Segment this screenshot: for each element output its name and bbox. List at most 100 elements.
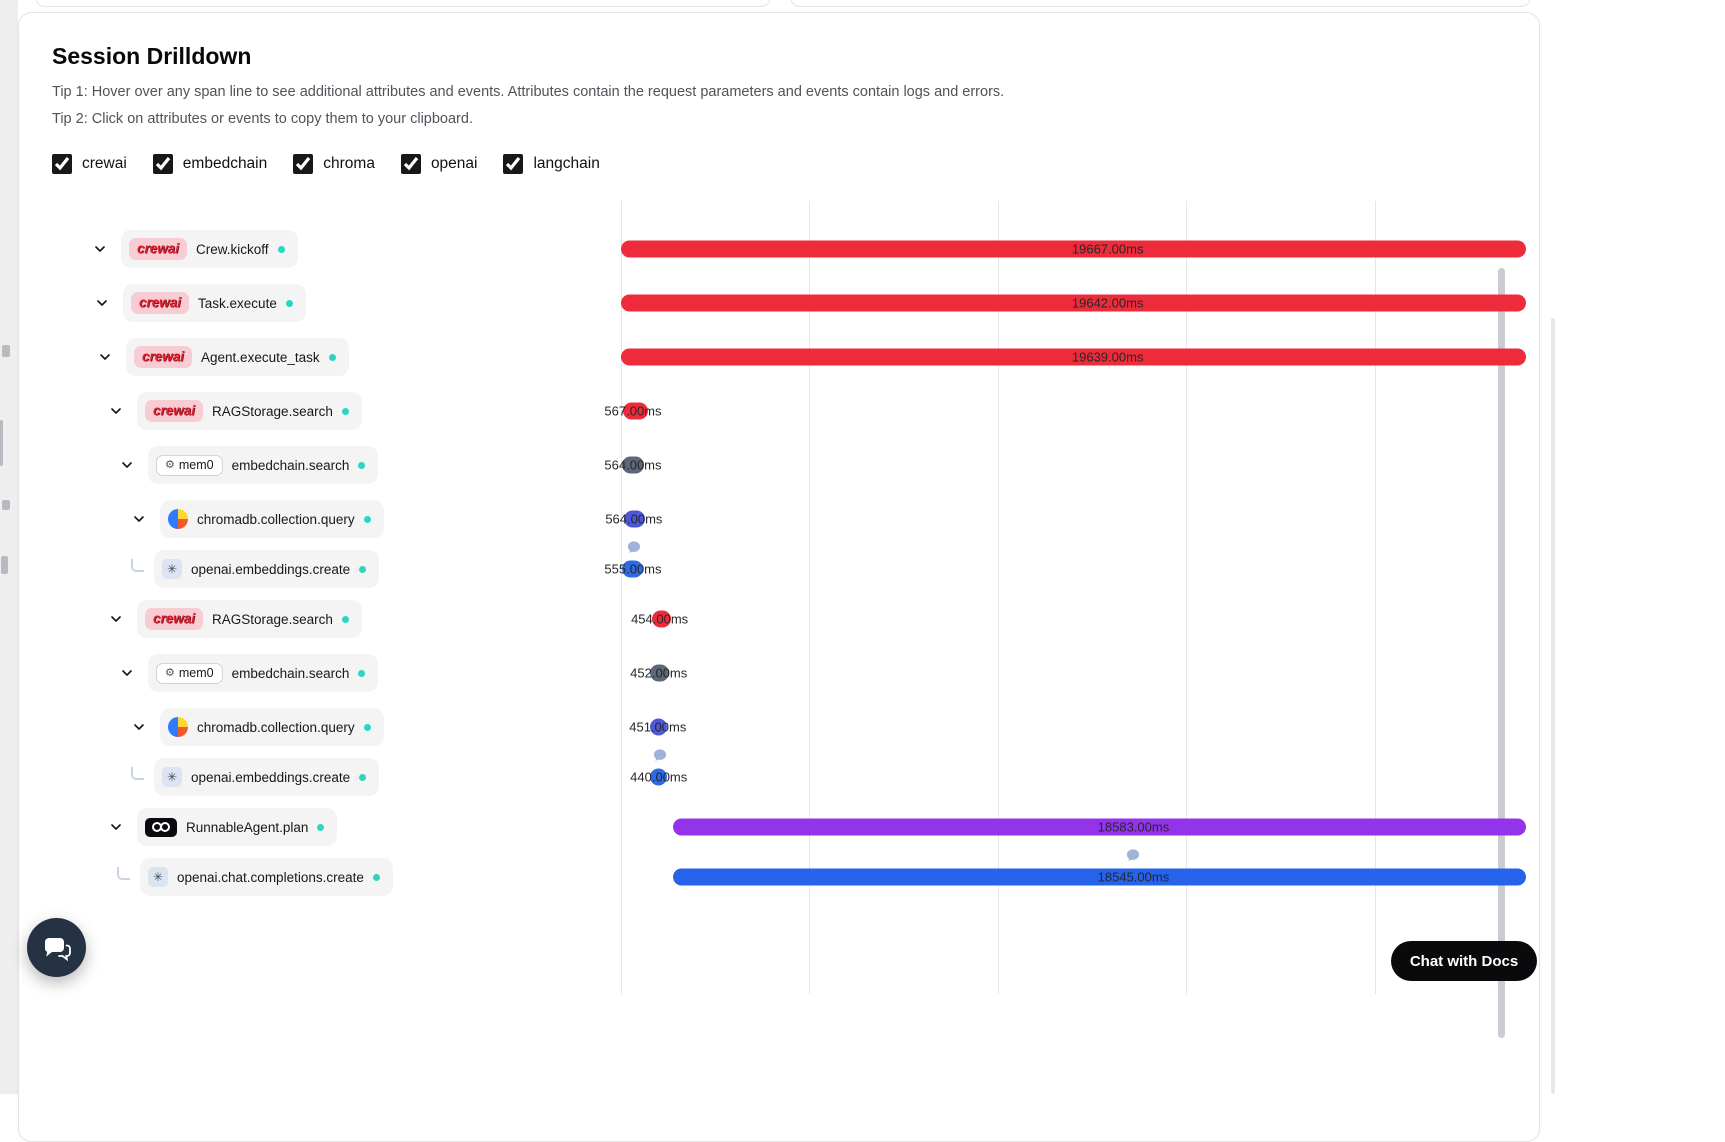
- span-bar[interactable]: [622, 402, 648, 420]
- duration-label: 564.00ms: [604, 457, 662, 473]
- timeline-cell: 451.00ms: [621, 700, 1541, 754]
- status-dot: [358, 669, 366, 677]
- chevron-down-icon[interactable]: [106, 609, 126, 629]
- tree-cell: chromadb.collection.query: [19, 708, 621, 746]
- chevron-down-icon[interactable]: [129, 717, 149, 737]
- span-pill[interactable]: crewai RAGStorage.search: [137, 392, 362, 430]
- trace-row: crewai Agent.execute_task 19639.00ms: [19, 330, 1541, 384]
- left-edge-artifact: [1, 556, 8, 574]
- timeline-cell: 18583.00ms: [621, 800, 1541, 854]
- span-pill[interactable]: ✳ openai.embeddings.create: [154, 550, 380, 588]
- span-bar[interactable]: [652, 610, 671, 628]
- span-pill[interactable]: ✳ openai.chat.completions.create: [140, 858, 393, 896]
- tree-cell: crewai RAGStorage.search: [19, 392, 621, 430]
- filter-crewai[interactable]: crewai: [52, 154, 127, 174]
- left-background-strip: [0, 0, 18, 1094]
- mem0-logo: ⚙ mem0: [156, 662, 223, 684]
- tree-connector: [117, 866, 130, 880]
- chevron-down-icon[interactable]: [106, 401, 126, 421]
- openai-logo: ✳: [148, 867, 168, 887]
- span-pill[interactable]: ⚙ mem0 embedchain.search: [148, 654, 379, 692]
- duration-label: 19642.00ms: [1071, 295, 1144, 311]
- event-bubble-icon[interactable]: [626, 540, 641, 555]
- status-dot: [341, 615, 349, 623]
- span-pill[interactable]: ⚙ mem0 embedchain.search: [148, 446, 379, 484]
- tip-2: Tip 2: Click on attributes or events to …: [52, 111, 473, 127]
- status-dot: [317, 823, 325, 831]
- trace-row: crewai RAGStorage.search 567.00ms: [19, 384, 1541, 438]
- chevron-down-icon[interactable]: [106, 817, 126, 837]
- status-dot: [359, 773, 367, 781]
- timeline-cell: 18545.00ms: [621, 849, 1541, 900]
- chevron-down-icon[interactable]: [92, 293, 112, 313]
- trace-rows: crewai Crew.kickoff 19667.00ms crewai Task.e…: [19, 222, 1541, 900]
- span-bar[interactable]: [623, 510, 645, 528]
- tip-1: Tip 1: Hover over any span line to see a…: [52, 84, 1005, 100]
- chat-with-docs-button[interactable]: Chat with Docs: [1391, 941, 1537, 981]
- span-bar[interactable]: [621, 240, 1527, 258]
- gear-icon: ⚙: [165, 459, 175, 471]
- duration-label: 451.00ms: [629, 719, 687, 735]
- span-pill[interactable]: ✳ openai.embeddings.create: [154, 758, 380, 796]
- filters: crewai embedchain chroma openai langchain: [52, 154, 600, 174]
- span-bar[interactable]: [621, 294, 1527, 312]
- crewai-logo: crewai: [134, 345, 193, 369]
- span-name: openai.embeddings.create: [191, 769, 351, 785]
- filter-openai[interactable]: openai: [400, 154, 478, 174]
- filter-langchain[interactable]: langchain: [503, 154, 600, 174]
- event-bubble-icon[interactable]: [652, 748, 667, 763]
- timeline-gridline: [1186, 201, 1187, 994]
- tree-cell: crewai Crew.kickoff: [19, 230, 621, 268]
- chevron-down-icon[interactable]: [129, 509, 149, 529]
- right-edge-scrollbar-track: [1551, 318, 1555, 1094]
- chroma-logo: [168, 509, 188, 529]
- span-bar[interactable]: [621, 348, 1527, 366]
- span-pill[interactable]: crewai Task.execute: [123, 284, 306, 322]
- crewai-logo: crewai: [131, 291, 190, 315]
- span-pill[interactable]: crewai RAGStorage.search: [137, 600, 362, 638]
- chevron-down-icon[interactable]: [95, 347, 115, 367]
- filter-checkbox-crewai[interactable]: [52, 154, 72, 174]
- chat-with-docs-label: Chat with Docs: [1409, 952, 1519, 970]
- span-name: openai.chat.completions.create: [177, 869, 364, 885]
- span-name: RunnableAgent.plan: [186, 819, 309, 835]
- chevron-down-icon[interactable]: [117, 663, 137, 683]
- filter-checkbox-embedchain[interactable]: [152, 154, 173, 174]
- mem0-logo: ⚙ mem0: [156, 454, 223, 476]
- filter-checkbox-openai[interactable]: [400, 154, 421, 174]
- span-pill[interactable]: crewai Crew.kickoff: [121, 230, 298, 268]
- span-bar[interactable]: [650, 664, 669, 682]
- filter-embedchain[interactable]: embedchain: [152, 154, 267, 174]
- vertical-scrollbar[interactable]: [1498, 268, 1505, 1038]
- span-pill[interactable]: RunnableAgent.plan: [137, 808, 338, 846]
- chevron-down-icon[interactable]: [117, 455, 137, 475]
- filter-checkbox-langchain[interactable]: [503, 154, 524, 174]
- status-dot: [359, 565, 367, 573]
- span-pill[interactable]: chromadb.collection.query: [160, 708, 384, 746]
- filter-label: openai: [430, 155, 478, 172]
- span-name: chromadb.collection.query: [197, 719, 355, 735]
- page-title: Session Drilldown: [52, 43, 252, 69]
- span-bar[interactable]: [650, 718, 667, 736]
- openai-logo: ✳: [162, 559, 182, 579]
- span-bar[interactable]: [621, 560, 644, 578]
- span-pill[interactable]: chromadb.collection.query: [160, 500, 384, 538]
- span-bar[interactable]: [672, 818, 1527, 836]
- chat-bubbles-icon: [41, 932, 73, 964]
- span-name: Crew.kickoff: [196, 241, 269, 257]
- timeline-cell: 19667.00ms: [621, 222, 1541, 276]
- event-bubble-icon[interactable]: [1126, 848, 1141, 863]
- span-bar[interactable]: [673, 868, 1527, 886]
- chat-widget-button[interactable]: [27, 918, 86, 977]
- span-bar[interactable]: [650, 768, 667, 786]
- span-bar[interactable]: [621, 456, 644, 474]
- chevron-down-icon[interactable]: [90, 239, 110, 259]
- duration-label: 18545.00ms: [1097, 869, 1170, 885]
- span-name: RAGStorage.search: [212, 403, 333, 419]
- openai-logo: ✳: [162, 767, 182, 787]
- span-pill[interactable]: crewai Agent.execute_task: [126, 338, 349, 376]
- filter-chroma[interactable]: chroma: [293, 154, 375, 174]
- filter-checkbox-chroma[interactable]: [293, 154, 314, 174]
- trace-row: RunnableAgent.plan 18583.00ms: [19, 800, 1541, 854]
- filter-label: langchain: [533, 155, 600, 172]
